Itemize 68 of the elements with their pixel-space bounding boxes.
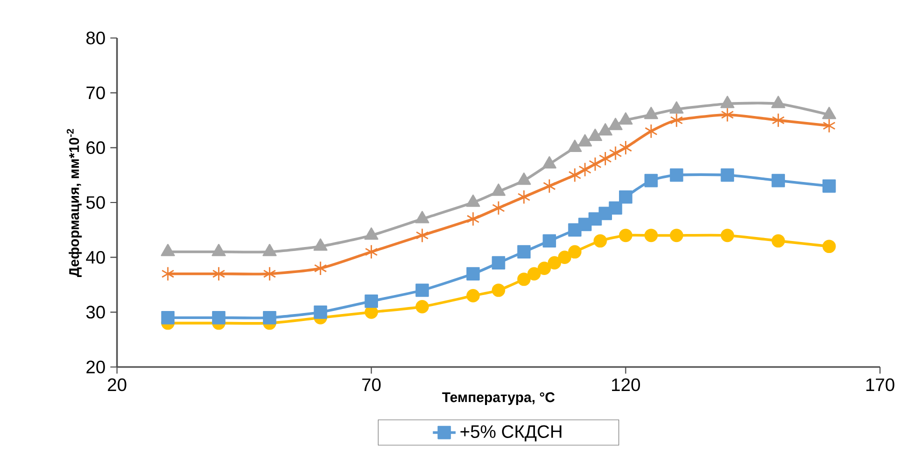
y-tick-label: 80	[86, 32, 105, 44]
point	[416, 284, 429, 297]
point	[314, 306, 328, 319]
y-tick-label: 20	[86, 360, 105, 374]
point	[558, 250, 572, 264]
point	[538, 262, 551, 275]
point	[670, 228, 684, 242]
x-tick-label: 70	[362, 378, 381, 392]
point	[314, 260, 327, 276]
y-tick-label: 30	[86, 306, 105, 319]
point	[568, 168, 582, 182]
point	[517, 245, 531, 259]
y-tick-label: 40	[86, 250, 105, 264]
point	[670, 112, 683, 128]
point	[822, 118, 836, 134]
y-tick-label: 70	[86, 86, 105, 100]
point	[568, 245, 582, 259]
point	[517, 190, 530, 204]
x-tick-label: 170	[866, 378, 894, 392]
point	[161, 310, 175, 324]
point	[542, 234, 556, 248]
point	[542, 178, 556, 194]
point	[588, 156, 602, 172]
point	[644, 228, 658, 242]
point	[772, 234, 785, 248]
x-tick-label: 20	[108, 378, 126, 392]
x-tick-label: 120	[612, 378, 640, 392]
point	[619, 228, 632, 242]
point	[364, 244, 378, 260]
point	[364, 294, 378, 308]
point	[416, 228, 429, 243]
y-tick-label: 60	[86, 141, 105, 154]
point	[517, 272, 531, 286]
point	[492, 200, 505, 216]
point	[212, 310, 226, 324]
point	[262, 310, 276, 324]
point	[644, 174, 658, 188]
point	[161, 266, 174, 282]
point	[619, 140, 632, 156]
point	[822, 179, 836, 193]
point	[608, 201, 622, 215]
point	[416, 300, 429, 314]
point	[578, 162, 592, 177]
point	[598, 151, 612, 166]
point	[548, 256, 562, 270]
point	[609, 146, 622, 160]
point	[212, 266, 226, 282]
point	[594, 234, 607, 248]
x-axis-title: Температура, °C	[442, 392, 555, 405]
point	[720, 168, 734, 182]
point	[466, 212, 480, 226]
point	[263, 266, 276, 282]
point	[492, 256, 506, 270]
point	[720, 107, 734, 122]
point	[527, 267, 541, 280]
point	[466, 289, 480, 302]
point	[644, 124, 658, 139]
legend-label: +5% СКДСН	[460, 425, 562, 442]
point	[619, 190, 632, 204]
point	[822, 240, 836, 254]
y-axis-title: Деформация, мм*10$^{-2}$	[66, 128, 82, 277]
point	[772, 174, 785, 188]
point	[670, 168, 684, 182]
point	[720, 228, 734, 242]
point	[772, 112, 785, 128]
y-tick-label: 50	[86, 196, 105, 209]
point	[492, 284, 506, 297]
point	[466, 267, 480, 280]
